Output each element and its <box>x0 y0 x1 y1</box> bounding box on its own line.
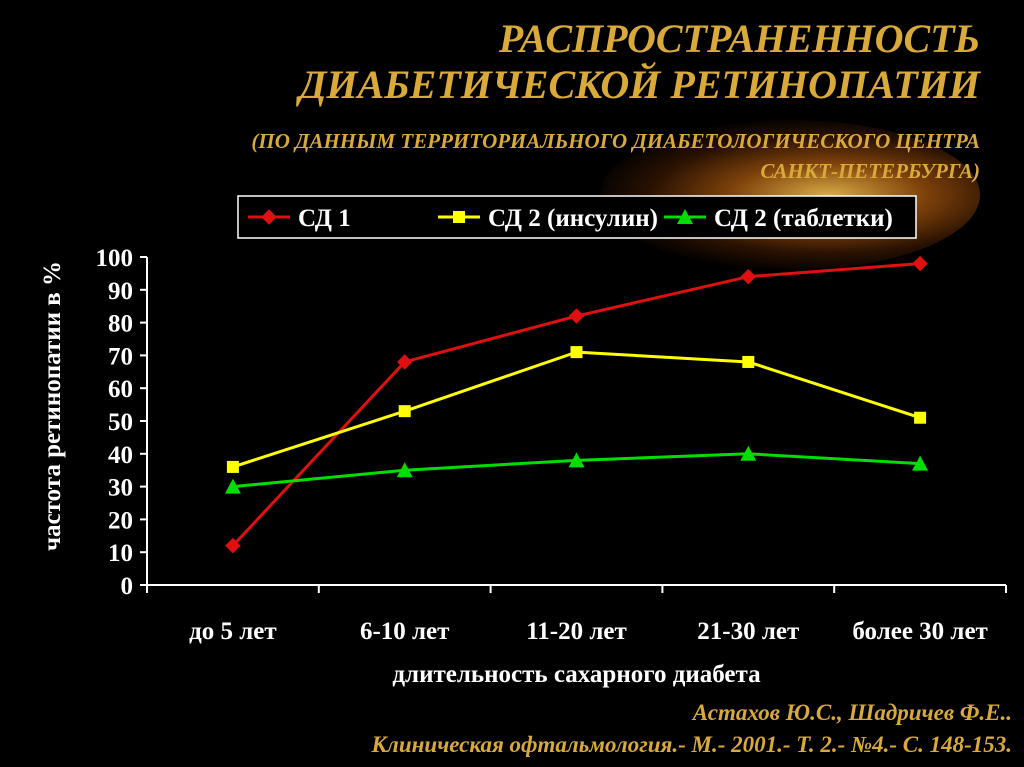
data-point-series-1 <box>225 537 241 554</box>
legend-marker-1 <box>261 209 277 225</box>
y-tick-label: 90 <box>108 278 133 305</box>
data-point-series-1 <box>740 268 757 285</box>
data-point-series-3 <box>740 445 757 461</box>
x-tick-label: 11-20 лет <box>526 618 627 645</box>
legend-marker-2 <box>453 211 465 223</box>
data-point-series-2 <box>742 355 755 368</box>
x-tick-label: до 5 лет <box>189 618 277 645</box>
series-line-2 <box>232 350 921 469</box>
data-point-series-3 <box>568 452 585 468</box>
data-point-series-3 <box>224 478 241 494</box>
y-tick-label: 50 <box>108 409 133 436</box>
x-tick-label: более 30 лет <box>852 618 987 645</box>
data-point-series-1 <box>396 354 413 370</box>
legend-label-1: СД 1 <box>298 205 351 232</box>
citation-source: Клиническая офтальмология.- М.- 2001.- Т… <box>371 732 1012 757</box>
y-tick-label: 20 <box>108 507 133 534</box>
data-point-series-1 <box>568 308 585 324</box>
legend-label-3: СД 2 (таблетки) <box>714 205 893 232</box>
data-point-series-2 <box>914 411 927 424</box>
y-tick-label: 40 <box>108 442 133 469</box>
page-subtitle-line1: (ПО ДАННЫМ ТЕРРИТОРИАЛЬНОГО ДИАБЕТОЛОГИЧ… <box>251 129 980 153</box>
x-tick-label: 21-30 лет <box>697 618 799 645</box>
data-point-series-2 <box>570 346 583 359</box>
y-tick-label: 100 <box>96 245 134 272</box>
data-point-series-3 <box>396 462 413 478</box>
y-tick-label: 80 <box>108 311 133 338</box>
y-tick-label: 70 <box>108 343 133 370</box>
citation-authors: Астахов Ю.С., Шадричев Ф.Е.. <box>692 700 1012 725</box>
series-line-1 <box>231 262 921 547</box>
page-subtitle-line2: САНКТ-ПЕТЕРБУРГА) <box>760 159 980 183</box>
page-title-line2: ДИАБЕТИЧЕСКОЙ РЕТИНОПАТИИ <box>299 62 980 107</box>
y-tick-label: 0 <box>121 573 134 600</box>
data-point-series-2 <box>226 460 239 473</box>
y-tick-label: 30 <box>108 475 133 502</box>
y-tick-label: 60 <box>108 376 133 403</box>
y-axis-title: частота ретинопатии в % <box>39 261 66 551</box>
page-title-line1: РАСПРОСТРАНЕННОСТЬ <box>498 16 980 61</box>
legend-box <box>237 195 917 239</box>
legend-label-2: СД 2 (инсулин) <box>488 205 658 232</box>
legend-marker-3 <box>677 209 693 224</box>
data-point-series-2 <box>398 405 411 418</box>
data-point-series-1 <box>912 255 928 272</box>
x-axis-title: длительность сахарного диабета <box>392 661 761 688</box>
data-point-series-3 <box>912 455 929 471</box>
x-tick-label: 6-10 лет <box>360 618 449 645</box>
y-tick-label: 10 <box>108 540 133 567</box>
